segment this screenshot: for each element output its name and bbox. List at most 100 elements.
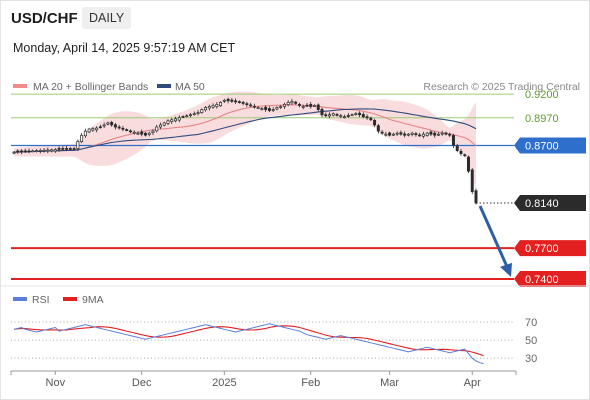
candle [309, 104, 313, 107]
candle [399, 132, 403, 135]
x-tick-label-1: Dec [132, 377, 152, 389]
bollinger-band-layer [14, 91, 476, 190]
candle [31, 150, 35, 153]
candle [459, 151, 463, 155]
rsi-tick-label-0: 70 [525, 317, 537, 329]
candle [207, 106, 211, 109]
forecast-arrow-layer [478, 205, 512, 277]
candle [410, 132, 414, 135]
x-axis: Nov Dec 2025 Feb Mar Apr [10, 370, 517, 389]
candle [189, 114, 193, 117]
moving-average-layer [13, 104, 477, 153]
candle [294, 101, 298, 104]
candle [106, 122, 110, 125]
candle [200, 109, 204, 113]
candle [46, 149, 50, 152]
candle [215, 104, 219, 107]
candle [95, 127, 99, 131]
candle [151, 130, 155, 134]
candle [395, 132, 399, 135]
candle [110, 122, 114, 126]
candle [222, 99, 226, 102]
candle [23, 150, 27, 153]
candle [68, 148, 72, 150]
bollinger-band [14, 91, 476, 190]
chart-header: USD/CHF DAILY [0, 0, 590, 36]
candle [463, 154, 467, 157]
candle [451, 135, 455, 146]
candle [290, 100, 294, 104]
candle [185, 115, 189, 118]
candle [65, 148, 69, 150]
candle [249, 104, 253, 107]
candle [98, 126, 102, 129]
candle [20, 150, 23, 153]
candle [143, 132, 147, 136]
candle [440, 132, 444, 135]
candle [436, 133, 440, 136]
candle [343, 116, 347, 119]
candle [177, 117, 181, 121]
ma50-line [13, 108, 477, 153]
candle [136, 132, 140, 135]
candle [102, 124, 106, 127]
candle [406, 133, 410, 136]
candle [219, 102, 223, 107]
candle [267, 108, 271, 111]
candle [226, 98, 230, 102]
level-tag-3 [514, 194, 586, 211]
candle [376, 125, 380, 132]
candle [331, 113, 335, 116]
candle [170, 119, 174, 122]
candle [324, 114, 328, 117]
candle [192, 113, 196, 116]
candle [12, 151, 16, 154]
candle [140, 131, 144, 135]
candle [181, 116, 185, 118]
x-tick-label-3: Feb [301, 377, 320, 389]
candle [230, 99, 234, 102]
candle [27, 150, 31, 153]
rsi-tick-label-1: 50 [525, 335, 537, 347]
candle [125, 129, 129, 131]
rsi-lines [13, 323, 484, 365]
candle [174, 118, 177, 122]
candle [132, 131, 136, 134]
rsi-tick-label-2: 30 [525, 353, 537, 365]
candle [87, 128, 91, 133]
candle [380, 131, 384, 134]
candle [444, 132, 448, 135]
candle [241, 102, 245, 104]
candle [204, 107, 208, 111]
symbol-label: USD/CHF [11, 10, 78, 27]
candle [425, 132, 429, 136]
candle [403, 133, 407, 136]
candle [237, 101, 241, 103]
timeframe-button[interactable]: DAILY [82, 7, 132, 29]
candle [301, 106, 305, 108]
candle [346, 115, 350, 117]
candle [365, 116, 369, 119]
candle [418, 134, 422, 137]
level-label-3: 0.8140 [525, 198, 559, 210]
candle [234, 100, 238, 103]
candle [339, 115, 343, 118]
candle [91, 128, 95, 131]
candle [159, 124, 162, 128]
candle [354, 113, 358, 116]
legend-label-rsi: RSI [32, 294, 50, 306]
legend-label-9ma: 9MA [82, 294, 104, 306]
candle [50, 149, 54, 152]
legend-label-ma50: MA 50 [175, 81, 205, 93]
rsi-line [13, 323, 484, 365]
candle [448, 133, 452, 136]
level-label-1: 0.8970 [525, 113, 559, 125]
candle [320, 108, 324, 116]
candle [16, 150, 20, 153]
rsi-grid: 70 50 30 [11, 317, 537, 365]
candle [421, 133, 425, 137]
level-label-5: 0.7400 [525, 274, 559, 286]
candle [275, 107, 279, 110]
candle [35, 150, 39, 152]
candle [53, 149, 57, 152]
